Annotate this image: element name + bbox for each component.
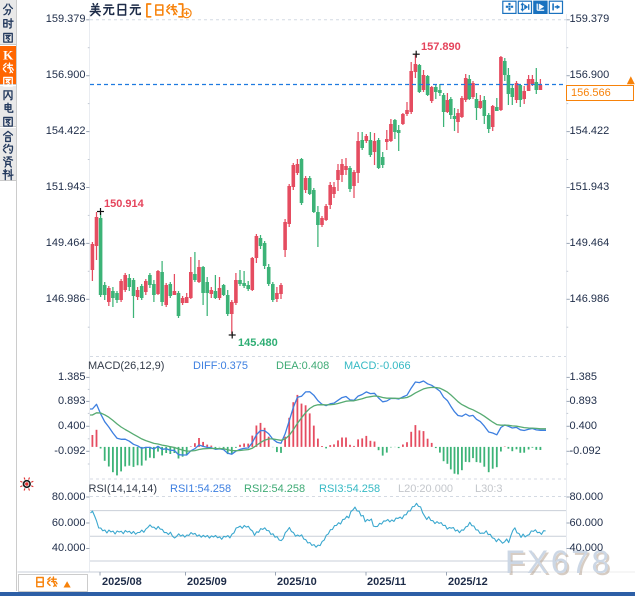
- svg-text:K: K: [3, 48, 14, 63]
